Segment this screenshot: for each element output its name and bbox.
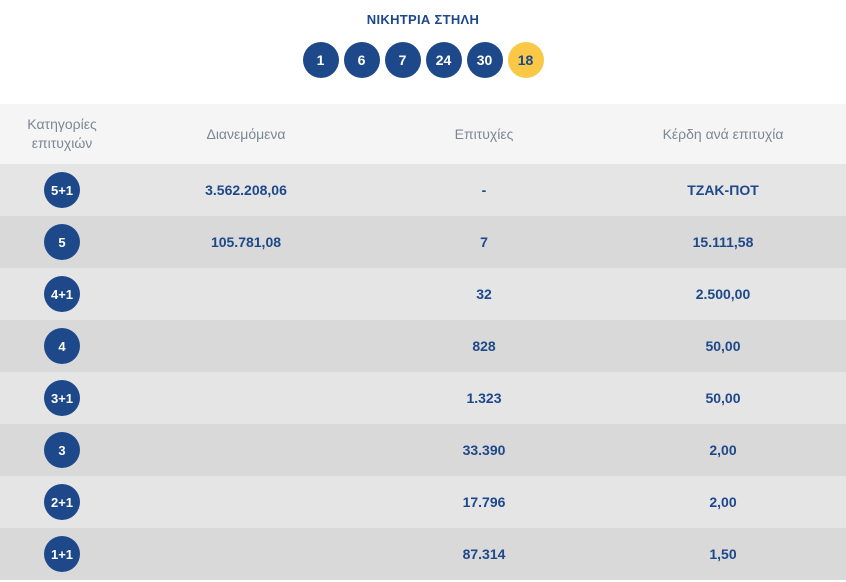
category-badge: 4+1: [44, 276, 80, 312]
header-winners: Επιτυχίες: [454, 126, 514, 142]
header-category-line1: Κατηγορίες: [27, 116, 97, 132]
header-distributed: Διανεμόμενα: [206, 126, 286, 142]
category-badge: 5: [44, 224, 80, 260]
number-ball: 1: [302, 42, 339, 78]
winners-cell: 32: [476, 286, 492, 302]
distributed-cell: 105.781,08: [210, 234, 282, 250]
winners-cell: -: [481, 182, 487, 198]
prize-cell: ΤΖΑΚ-ΠΟΤ: [687, 182, 759, 198]
prize-cell: 15.111,58: [692, 234, 754, 250]
prize-cell: 50,00: [705, 338, 741, 354]
distributed-cell: 3.562.208,06: [205, 182, 287, 198]
table-row: 4+1 32 2.500,00: [0, 268, 846, 320]
header-category: Κατηγορίες επιτυχιών: [0, 115, 124, 153]
header-category-line2: επιτυχιών: [31, 135, 93, 151]
prize-cell: 1,50: [709, 546, 737, 562]
winners-cell: 17.796: [462, 494, 506, 510]
prize-table: Κατηγορίες επιτυχιών Διανεμόμενα Επιτυχίε…: [0, 104, 846, 580]
prize-cell: 2,00: [709, 494, 737, 510]
winners-cell: 87.314: [462, 546, 506, 562]
winning-numbers: 1 6 7 24 30 18: [0, 42, 846, 78]
header-prize: Κέρδη ανά επιτυχία: [662, 126, 784, 142]
number-ball: 24: [425, 42, 462, 78]
table-row: 4 828 50,00: [0, 320, 846, 372]
category-badge: 1+1: [44, 536, 80, 572]
table-row: 5 105.781,08 7 15.111,58: [0, 216, 846, 268]
prize-cell: 2.500,00: [695, 286, 751, 302]
prize-cell: 2,00: [709, 442, 737, 458]
prize-cell: 50,00: [705, 390, 741, 406]
number-ball: 30: [466, 42, 503, 78]
winning-column-title: ΝΙΚΗΤΡΙΑ ΣΤΗΛΗ: [366, 12, 480, 27]
category-badge: 2+1: [44, 484, 80, 520]
winners-cell: 33.390: [462, 442, 506, 458]
table-row: 1+1 87.314 1,50: [0, 528, 846, 580]
bonus-ball: 18: [507, 42, 544, 78]
winners-cell: 7: [480, 234, 488, 250]
table-row: 3+1 1.323 50,00: [0, 372, 846, 424]
winners-cell: 1.323: [466, 390, 502, 406]
category-badge: 3: [44, 432, 80, 468]
number-ball: 7: [384, 42, 421, 78]
winners-cell: 828: [472, 338, 496, 354]
table-row: 2+1 17.796 2,00: [0, 476, 846, 528]
category-badge: 5+1: [44, 172, 80, 208]
table-row: 5+1 3.562.208,06 - ΤΖΑΚ-ΠΟΤ: [0, 164, 846, 216]
number-ball: 6: [343, 42, 380, 78]
table-row: 3 33.390 2,00: [0, 424, 846, 476]
category-badge: 4: [44, 328, 80, 364]
table-header: Κατηγορίες επιτυχιών Διανεμόμενα Επιτυχίε…: [0, 104, 846, 164]
category-badge: 3+1: [44, 380, 80, 416]
